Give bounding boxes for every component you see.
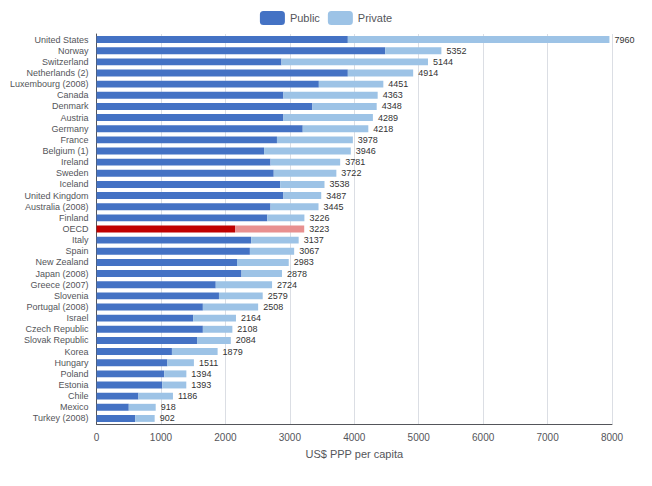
svg-text:Canada: Canada	[57, 90, 89, 100]
svg-text:7000: 7000	[536, 432, 559, 443]
svg-text:Private: Private	[358, 12, 392, 24]
svg-text:Portugal (2008): Portugal (2008)	[27, 302, 89, 312]
svg-text:France: France	[61, 135, 89, 145]
svg-text:3946: 3946	[356, 146, 376, 156]
svg-text:3067: 3067	[299, 246, 319, 256]
svg-text:4289: 4289	[378, 113, 398, 123]
svg-text:Estonia: Estonia	[59, 380, 89, 390]
svg-text:Denmark: Denmark	[52, 101, 89, 111]
svg-text:3223: 3223	[309, 224, 329, 234]
svg-text:2164: 2164	[241, 313, 261, 323]
svg-text:OECD: OECD	[63, 224, 90, 234]
svg-text:1879: 1879	[223, 347, 243, 357]
svg-text:4451: 4451	[388, 79, 408, 89]
svg-text:Greece (2007): Greece (2007)	[31, 280, 89, 290]
svg-text:3781: 3781	[345, 157, 365, 167]
svg-text:3226: 3226	[309, 213, 329, 223]
svg-text:Belgium (1): Belgium (1)	[43, 146, 89, 156]
svg-text:US$ PPP per capita: US$ PPP per capita	[305, 448, 404, 460]
svg-text:1393: 1393	[191, 380, 211, 390]
svg-text:Italy: Italy	[72, 235, 89, 245]
svg-text:Austria: Austria	[61, 113, 89, 123]
svg-text:3487: 3487	[326, 191, 346, 201]
svg-text:2108: 2108	[237, 324, 257, 334]
svg-text:902: 902	[160, 413, 175, 423]
svg-text:4348: 4348	[382, 101, 402, 111]
svg-text:1000: 1000	[150, 432, 173, 443]
svg-text:8000: 8000	[601, 432, 624, 443]
svg-text:Israel: Israel	[67, 313, 89, 323]
svg-text:Japan (2008): Japan (2008)	[36, 269, 89, 279]
svg-text:4000: 4000	[343, 432, 366, 443]
svg-text:6000: 6000	[472, 432, 495, 443]
svg-text:Ireland: Ireland	[61, 157, 89, 167]
svg-text:5144: 5144	[433, 57, 453, 67]
svg-text:918: 918	[161, 402, 176, 412]
svg-text:Slovak Republic: Slovak Republic	[24, 335, 89, 345]
svg-text:4363: 4363	[383, 90, 403, 100]
svg-text:3978: 3978	[358, 135, 378, 145]
svg-text:United Kingdom: United Kingdom	[25, 191, 89, 201]
svg-text:Mexico: Mexico	[60, 402, 89, 412]
svg-text:2579: 2579	[268, 291, 288, 301]
svg-text:4914: 4914	[418, 68, 438, 78]
svg-text:2084: 2084	[236, 335, 256, 345]
svg-text:1394: 1394	[191, 369, 211, 379]
svg-text:Sweden: Sweden	[56, 168, 89, 178]
svg-text:Poland: Poland	[61, 369, 89, 379]
svg-text:2000: 2000	[214, 432, 237, 443]
svg-text:3000: 3000	[279, 432, 302, 443]
svg-text:5000: 5000	[408, 432, 431, 443]
svg-text:3538: 3538	[330, 179, 350, 189]
svg-text:1186: 1186	[178, 391, 197, 401]
svg-text:Spain: Spain	[66, 246, 89, 256]
svg-text:7960: 7960	[614, 35, 634, 45]
svg-text:Turkey (2008): Turkey (2008)	[33, 413, 89, 423]
svg-text:Switzerland: Switzerland	[42, 57, 89, 67]
svg-text:Norway: Norway	[58, 46, 89, 56]
svg-text:3445: 3445	[324, 202, 344, 212]
svg-text:Australia (2008): Australia (2008)	[25, 202, 89, 212]
svg-text:Public: Public	[290, 12, 320, 24]
svg-text:Netherlands (2): Netherlands (2)	[27, 68, 89, 78]
svg-text:1511: 1511	[199, 358, 218, 368]
svg-text:Czech Republic: Czech Republic	[26, 324, 90, 334]
svg-text:Luxembourg (2008): Luxembourg (2008)	[10, 79, 89, 89]
svg-text:Iceland: Iceland	[60, 179, 89, 189]
svg-text:New Zealand: New Zealand	[36, 257, 89, 267]
svg-text:2508: 2508	[263, 302, 283, 312]
svg-text:Finland: Finland	[59, 213, 89, 223]
svg-text:5352: 5352	[446, 46, 466, 56]
svg-text:United States: United States	[35, 35, 90, 45]
svg-text:Korea: Korea	[65, 347, 89, 357]
svg-text:0: 0	[94, 432, 100, 443]
svg-text:2878: 2878	[287, 269, 307, 279]
svg-text:Hungary: Hungary	[55, 358, 90, 368]
svg-text:2724: 2724	[277, 280, 297, 290]
svg-text:Chile: Chile	[68, 391, 89, 401]
svg-text:Slovenia: Slovenia	[54, 291, 89, 301]
svg-text:2983: 2983	[294, 257, 314, 267]
svg-text:3722: 3722	[341, 168, 361, 178]
svg-text:Germany: Germany	[52, 124, 90, 134]
svg-text:3137: 3137	[304, 235, 324, 245]
svg-text:4218: 4218	[373, 124, 393, 134]
